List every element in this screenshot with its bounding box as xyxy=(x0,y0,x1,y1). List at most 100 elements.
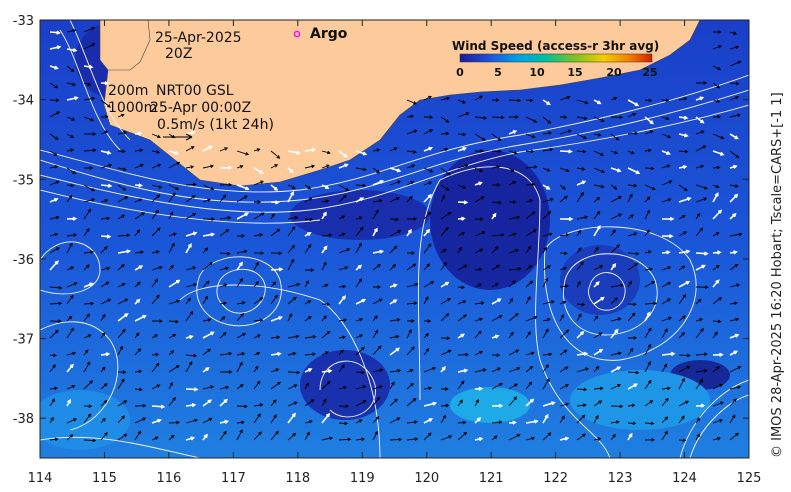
wind-arrow xyxy=(134,250,144,255)
wind-arrow xyxy=(219,147,229,152)
wind-arrow xyxy=(202,348,211,356)
wind-arrow xyxy=(508,167,515,173)
wind-arrow xyxy=(610,384,622,390)
wind-arrow xyxy=(66,242,73,254)
legend-tick: 5 xyxy=(494,66,502,79)
wind-arrow xyxy=(270,281,277,288)
wind-arrow xyxy=(117,415,125,424)
wind-arrow xyxy=(491,435,498,441)
wind-arrow xyxy=(525,381,533,390)
wind-arrow xyxy=(576,229,582,237)
wind-arrow xyxy=(678,265,686,271)
wind-arrow xyxy=(270,368,280,373)
wind-arrow xyxy=(695,318,704,322)
wind-arrow xyxy=(423,263,431,271)
wind-arrow xyxy=(83,166,94,170)
wind-arrow xyxy=(338,437,352,442)
wind-arrow xyxy=(270,335,281,340)
wind-arrow xyxy=(644,229,650,237)
wind-arrow xyxy=(542,198,554,203)
wind-arrow xyxy=(253,233,264,237)
wind-arrow xyxy=(627,183,638,188)
wind-arrow xyxy=(559,195,568,203)
wind-arrow xyxy=(593,296,605,305)
wind-arrow xyxy=(610,167,622,173)
wind-arrow xyxy=(576,149,587,154)
wind-arrow xyxy=(627,383,639,390)
wind-arrow xyxy=(321,368,333,374)
wind-arrow xyxy=(423,333,429,339)
wind-arrow xyxy=(678,184,688,192)
wind-arrow xyxy=(576,433,586,441)
wind-arrow xyxy=(491,334,500,339)
wind-arrow xyxy=(593,224,601,237)
x-tick-label: 123 xyxy=(608,471,633,486)
wind-arrow xyxy=(168,184,180,191)
wind-arrow xyxy=(627,421,637,426)
wind-arrow xyxy=(423,281,435,288)
wind-arrow xyxy=(457,146,468,152)
wind-arrow xyxy=(525,331,531,339)
wind-arrow xyxy=(236,277,243,288)
wind-arrow xyxy=(372,396,380,407)
wind-arrow xyxy=(202,367,210,373)
wind-arrow xyxy=(559,415,565,424)
wind-arrow xyxy=(338,266,349,271)
wind-arrow xyxy=(406,164,416,169)
wind-arrow xyxy=(661,363,668,373)
wind-arrow xyxy=(610,184,618,190)
wind-arrow xyxy=(372,416,380,424)
wind-arrow xyxy=(729,45,740,50)
wind-arrow xyxy=(695,368,708,373)
y-tick-label: -34 xyxy=(13,94,34,109)
wind-arrow xyxy=(321,184,330,189)
wind-speed-legend: Wind Speed (access-r 3hr avg) 0 5 10 15 … xyxy=(452,39,659,79)
wind-arrow xyxy=(219,165,233,170)
wind-arrow xyxy=(321,245,328,254)
date-line2: 20Z xyxy=(165,46,192,62)
wind-arrow xyxy=(304,280,309,288)
wind-arrow xyxy=(49,416,54,424)
wind-arrow xyxy=(202,198,211,203)
wind-arrow xyxy=(253,413,261,424)
wind-arrow xyxy=(389,347,401,356)
y-tick-label: -35 xyxy=(13,173,34,188)
wind-arrow xyxy=(457,431,468,441)
wind-arrow xyxy=(593,400,603,407)
wind-arrow xyxy=(440,366,446,373)
wind-arrow xyxy=(644,421,655,426)
wind-arrow xyxy=(525,116,538,123)
wind-arrow xyxy=(117,313,129,322)
wind-arrow xyxy=(304,300,312,305)
wind-arrow xyxy=(134,163,144,169)
wind-arrow xyxy=(338,184,350,191)
wind-arrow xyxy=(729,232,743,237)
wind-arrow xyxy=(729,81,740,86)
wind-arrow xyxy=(134,198,143,203)
wind-arrow xyxy=(423,296,429,305)
wind-arrow xyxy=(304,420,313,424)
wind-arrow xyxy=(678,365,691,373)
wind-arrow xyxy=(525,149,535,154)
legend-tick: 10 xyxy=(529,66,545,79)
wind-arrow xyxy=(678,353,691,358)
vector-scale-label: 0.5m/s (1kt 24h) xyxy=(157,117,274,133)
wind-arrow xyxy=(508,232,517,237)
wind-arrow xyxy=(729,398,737,407)
contour-lines xyxy=(40,20,749,458)
wind-arrow xyxy=(304,217,314,222)
wind-arrow xyxy=(117,249,131,254)
wind-arrow xyxy=(372,167,381,174)
wind-arrow xyxy=(49,111,61,118)
wind-arrow xyxy=(610,196,622,203)
wind-arrow xyxy=(678,196,692,203)
wind-arrow xyxy=(491,98,500,102)
wind-arrow xyxy=(457,314,467,322)
wind-arrow xyxy=(253,365,259,373)
wind-arrow xyxy=(440,261,447,271)
wind-arrow xyxy=(321,302,331,307)
wind-arrow xyxy=(66,351,77,356)
wind-arrow xyxy=(372,298,383,305)
wind-arrow xyxy=(151,334,158,339)
y-tick-label: -33 xyxy=(13,14,34,29)
